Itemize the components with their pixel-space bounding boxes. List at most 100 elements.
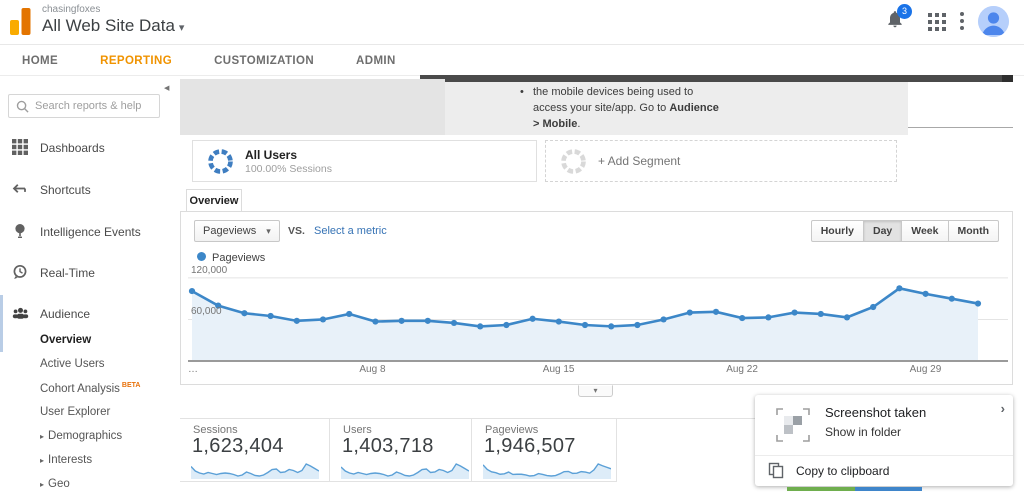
analytics-logo-icon <box>10 8 31 35</box>
cutoff-panel-edge <box>420 75 1013 82</box>
pageviews-chart-svg <box>188 277 1008 362</box>
info-panel-left <box>180 79 445 135</box>
tab-home[interactable]: HOME <box>22 54 59 67</box>
sidebar-item-label: Real-Time <box>40 266 95 280</box>
sessions-sparkline <box>190 461 320 484</box>
sidebar-item-shortcuts[interactable]: Shortcuts <box>0 180 180 204</box>
more-menu-icon[interactable] <box>959 11 965 31</box>
expand-arrow-icon: ▸ <box>40 432 45 441</box>
background-green-bar <box>787 487 855 491</box>
copy-to-clipboard-button[interactable]: Copy to clipboard <box>796 464 890 478</box>
search-box[interactable] <box>8 94 160 118</box>
chart-collapse-toggle[interactable]: ▾ <box>578 385 613 397</box>
view-caret-icon: ▾ <box>178 22 185 34</box>
scrollbar-thumb[interactable] <box>1002 75 1013 83</box>
sidebar-item-label: Dashboards <box>40 141 105 155</box>
vs-label: VS. <box>288 225 305 237</box>
sidebar-item-label: Audience <box>40 307 91 321</box>
sidebar-subitem-overview[interactable]: Overview <box>40 334 92 346</box>
real-time-icon <box>13 264 27 279</box>
audience-icon <box>12 307 29 319</box>
apps-grid-icon[interactable] <box>928 13 946 31</box>
chevron-right-icon[interactable]: › <box>1000 401 1005 416</box>
chart-card: Pageviews ▾ VS. Select a metric Hourly Da… <box>180 211 1013 385</box>
tab-overview-report[interactable]: Overview <box>186 189 242 212</box>
sidebar: ◀ Dashboards Shortcuts Intelligence <box>0 76 180 497</box>
notifications-button[interactable]: 3 <box>885 4 912 34</box>
sidebar-item-dashboards[interactable]: Dashboards <box>0 138 180 162</box>
granularity-buttons: Hourly Day Week Month <box>810 220 999 242</box>
screenshot-notification-popup[interactable]: Screenshot taken Show in folder › Copy t… <box>755 395 1013 486</box>
x-axis-tick-label: Aug 8 <box>359 364 386 375</box>
add-segment-button[interactable]: + Add Segment <box>545 140 897 182</box>
sidebar-subitem-cohort-analysis[interactable]: Cohort Analysis BETA <box>40 382 141 395</box>
segment-subtitle: 100.00% Sessions <box>245 163 332 175</box>
main-nav: HOME REPORTING CUSTOMIZATION ADMIN <box>0 46 1024 76</box>
account-name: chasingfoxes <box>42 4 101 15</box>
shortcuts-icon <box>12 184 26 193</box>
search-input[interactable] <box>35 100 153 112</box>
bullet-icon: • <box>520 86 524 98</box>
metric-selector-dropdown[interactable]: Pageviews ▾ <box>194 220 280 242</box>
sidebar-item-label: Shortcuts <box>40 183 91 197</box>
info-panel-text: • the mobile devices being used to acces… <box>520 86 719 130</box>
metric-value: 1,946,507 <box>484 435 576 457</box>
sidebar-scrollbar[interactable] <box>0 295 3 352</box>
notification-title: Screenshot taken <box>825 405 927 420</box>
account-block[interactable]: chasingfoxes All Web Site Data ▾ <box>42 4 184 36</box>
background-blue-bar <box>855 487 922 491</box>
users-sparkline <box>340 461 470 484</box>
granularity-hourly-button[interactable]: Hourly <box>810 220 864 242</box>
screenshot-thumbnail-icon <box>776 408 810 442</box>
notification-count-badge: 3 <box>897 4 912 19</box>
chart-legend: Pageviews <box>197 252 265 264</box>
dropdown-caret-icon: ▾ <box>266 226 271 236</box>
sidebar-subitem-active-users[interactable]: Active Users <box>40 358 105 370</box>
avatar-person-icon <box>978 6 1009 37</box>
sidebar-subitem-demographics[interactable]: ▸ Demographics <box>40 430 123 442</box>
x-axis-tick-label: Aug 22 <box>726 364 758 375</box>
y-axis-tick-label: 60,000 <box>191 306 222 318</box>
popup-divider <box>755 455 1013 456</box>
view-selector[interactable]: All Web Site Data ▾ <box>42 16 185 35</box>
sidebar-item-audience[interactable]: Audience <box>0 304 180 328</box>
metric-label: Sessions <box>193 424 238 436</box>
segment-title: All Users <box>245 148 298 162</box>
y-axis-tick-label: 120,000 <box>191 264 228 276</box>
sidebar-subitem-user-explorer[interactable]: User Explorer <box>40 406 111 418</box>
tab-reporting[interactable]: REPORTING <box>100 54 173 67</box>
tab-customization[interactable]: CUSTOMIZATION <box>214 54 315 67</box>
metric-card-sessions[interactable]: Sessions 1,623,404 <box>180 419 330 482</box>
expand-arrow-icon: ▸ <box>40 456 45 465</box>
sidebar-collapse-icon[interactable]: ◀ <box>164 85 170 92</box>
add-segment-donut-icon <box>561 149 586 174</box>
sidebar-subitem-interests[interactable]: ▸ Interests <box>40 454 93 466</box>
metric-card-pageviews[interactable]: Pageviews 1,946,507 <box>472 419 617 482</box>
dashboards-icon <box>12 139 28 155</box>
granularity-day-button[interactable]: Day <box>863 220 903 242</box>
intelligence-events-icon <box>15 224 25 238</box>
x-axis-truncated-label: … <box>188 364 198 375</box>
granularity-month-button[interactable]: Month <box>948 220 999 242</box>
metric-card-users[interactable]: Users 1,403,718 <box>330 419 472 482</box>
metric-value: 1,403,718 <box>342 435 434 457</box>
sidebar-item-intelligence-events[interactable]: Intelligence Events <box>0 222 180 246</box>
sidebar-item-real-time[interactable]: Real-Time <box>0 263 180 287</box>
x-axis-tick-label: Aug 29 <box>909 364 942 375</box>
granularity-week-button[interactable]: Week <box>902 220 949 242</box>
show-in-folder-link[interactable]: Show in folder <box>825 425 902 439</box>
pageviews-chart[interactable]: 60,000 120,000 Aug 8 Aug 15 Aug 22 Aug 29 … <box>188 265 1008 385</box>
metric-value: 1,623,404 <box>192 435 284 457</box>
copy-icon <box>768 462 784 479</box>
sidebar-subitem-geo[interactable]: ▸ Geo <box>40 478 70 490</box>
segment-all-users[interactable]: All Users 100.00% Sessions <box>192 140 537 182</box>
expand-arrow-icon: ▸ <box>40 480 45 489</box>
x-axis-tick-label: Aug 15 <box>542 364 575 375</box>
beta-badge: BETA <box>121 382 141 389</box>
user-avatar[interactable] <box>978 6 1009 37</box>
sidebar-item-label: Intelligence Events <box>40 225 141 239</box>
select-metric-link[interactable]: Select a metric <box>314 225 387 237</box>
info-panel-media <box>908 82 1013 128</box>
tab-admin[interactable]: ADMIN <box>356 54 396 67</box>
